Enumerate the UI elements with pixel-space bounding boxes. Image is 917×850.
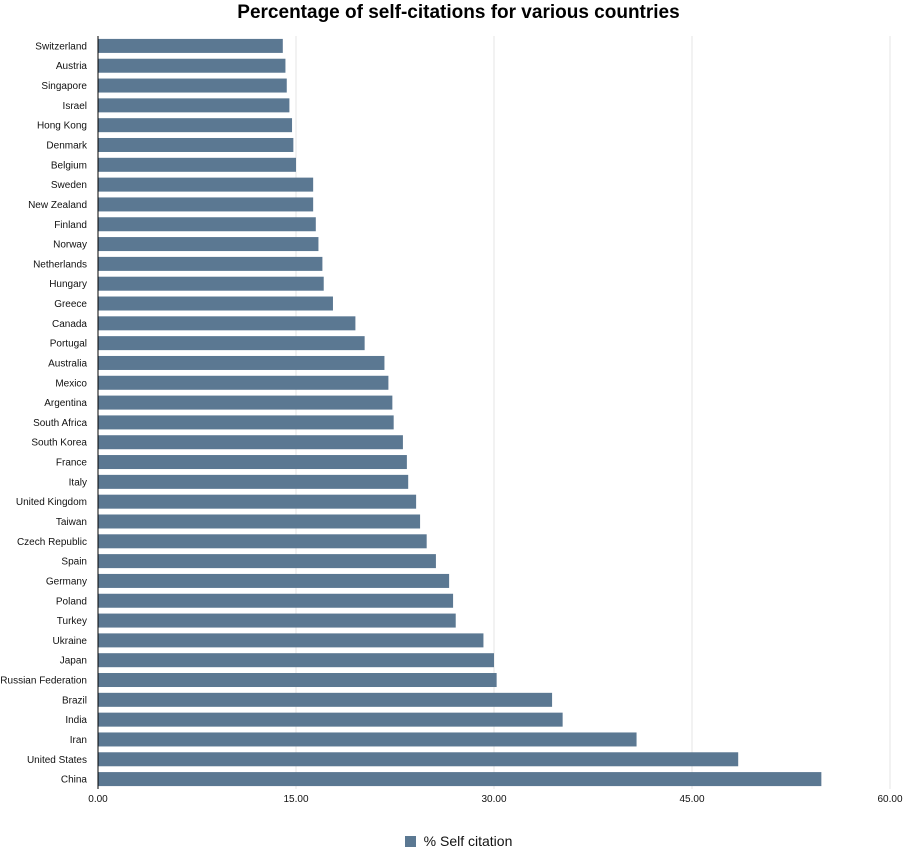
bar [98, 554, 436, 569]
x-tick-label: 15.00 [283, 794, 308, 805]
category-label: Japan [60, 656, 87, 667]
x-tick-label: 30.00 [481, 794, 506, 805]
bar [98, 494, 417, 509]
category-label: Mexico [55, 378, 87, 389]
category-label: Hungary [49, 279, 87, 290]
legend-label: % Self citation [423, 833, 513, 849]
bar [98, 455, 407, 470]
bar [98, 732, 637, 747]
bar [98, 435, 403, 450]
category-label: Belgium [51, 160, 87, 171]
category-label: Australia [48, 358, 87, 369]
category-label: Netherlands [33, 259, 87, 270]
category-label: Argentina [44, 398, 87, 409]
bar [98, 593, 454, 608]
bar [98, 415, 394, 430]
bar [98, 336, 365, 351]
category-label: Spain [61, 557, 87, 568]
x-tick-label: 60.00 [877, 794, 902, 805]
bar [98, 316, 356, 331]
category-label: United Kingdom [16, 497, 87, 508]
category-label: Switzerland [35, 41, 87, 52]
bar [98, 38, 283, 53]
bar [98, 613, 456, 628]
bar [98, 217, 316, 232]
category-label: Turkey [57, 616, 87, 627]
category-label: South Korea [31, 438, 87, 449]
bar [98, 98, 290, 113]
bar [98, 355, 385, 370]
category-label: South Africa [33, 418, 87, 429]
category-label: China [61, 775, 88, 786]
category-label: Portugal [50, 339, 87, 350]
bar [98, 673, 497, 688]
legend-swatch [404, 835, 416, 847]
x-tick-label: 45.00 [679, 794, 704, 805]
category-label: Russian Federation [0, 676, 87, 687]
category-label: Hong Kong [37, 121, 87, 132]
bar [98, 692, 553, 707]
category-label: Canada [52, 319, 87, 330]
category-label: Israel [63, 101, 87, 112]
bar [98, 573, 450, 588]
bar [98, 712, 563, 727]
category-label: Greece [54, 299, 87, 310]
category-label: Taiwan [56, 517, 87, 528]
category-label: Ukraine [53, 636, 88, 647]
bar [98, 237, 319, 252]
category-label: New Zealand [28, 200, 87, 211]
category-label: Czech Republic [17, 537, 87, 548]
category-label: France [56, 458, 88, 469]
bar [98, 653, 494, 668]
bar [98, 118, 293, 133]
bar [98, 137, 294, 152]
category-label: Finland [54, 220, 87, 231]
category-label: India [65, 715, 87, 726]
category-label: Denmark [46, 140, 88, 151]
chart-title: Percentage of self-citations for various… [237, 2, 680, 23]
category-label: Brazil [62, 695, 87, 706]
bar [98, 197, 314, 212]
bar [98, 633, 484, 648]
bar [98, 78, 287, 93]
bar [98, 772, 822, 787]
bar [98, 296, 333, 311]
category-label: Norway [53, 240, 87, 251]
category-label: Iran [70, 735, 87, 746]
bar [98, 752, 739, 767]
bar [98, 58, 286, 73]
x-tick-label: 0.00 [88, 794, 108, 805]
category-label: Sweden [51, 180, 87, 191]
bar [98, 534, 427, 549]
bar [98, 177, 314, 192]
category-label: United States [27, 755, 87, 766]
category-label: Poland [56, 596, 87, 607]
category-label: Singapore [41, 81, 87, 92]
bar [98, 375, 389, 390]
bar [98, 514, 421, 529]
legend: % Self citation [0, 833, 917, 849]
category-label: Germany [46, 576, 87, 587]
bar [98, 157, 296, 172]
category-label: Italy [69, 477, 87, 488]
bar [98, 276, 324, 291]
bar [98, 256, 323, 271]
bar [98, 395, 393, 410]
category-label: Austria [56, 61, 88, 72]
bar [98, 474, 409, 489]
